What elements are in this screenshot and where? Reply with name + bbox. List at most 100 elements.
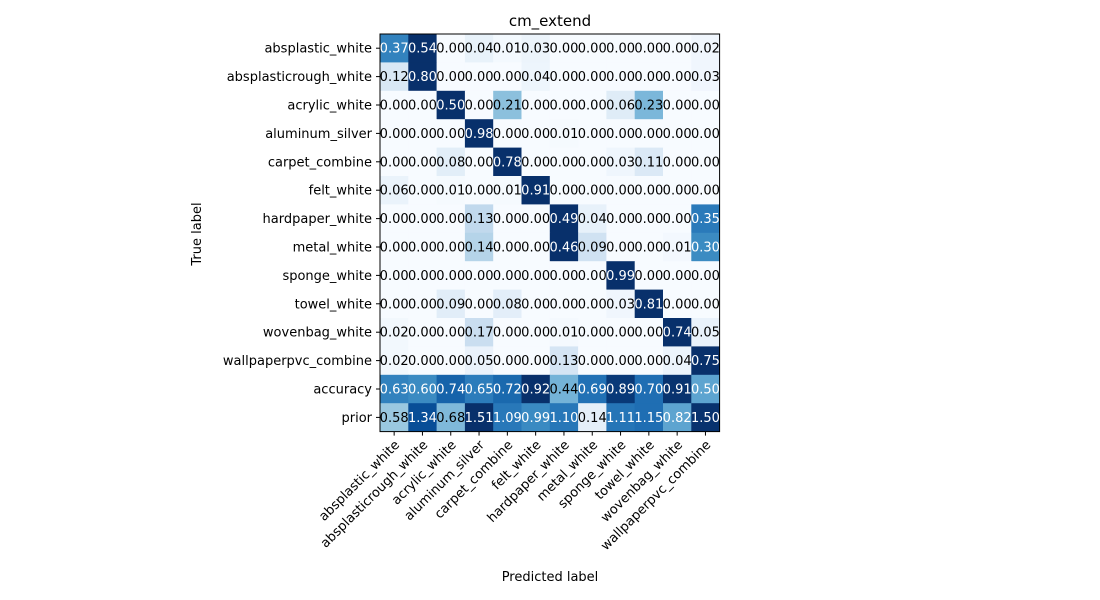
cell-value-label: 0.65 [465, 383, 494, 398]
heatmap-cell [578, 90, 607, 120]
heatmap-cell [549, 62, 579, 92]
heatmap-cell [606, 289, 636, 319]
cell-value-label: 0.00 [663, 99, 692, 114]
cell-value-label: 0.14 [465, 241, 494, 256]
heatmap-cell [380, 346, 409, 376]
cell-value-label: 0.00 [380, 99, 409, 114]
cell-value-label: 0.00 [493, 269, 522, 284]
cell-value-label: 0.00 [606, 42, 635, 57]
cell-value-label: 0.30 [691, 241, 720, 256]
cell-value-label: 0.00 [380, 297, 409, 312]
cell-value-label: 0.04 [465, 42, 494, 57]
heatmap-cell [578, 176, 607, 205]
cell-value-label: 0.00 [578, 297, 607, 312]
cell-value-label: 0.74 [436, 383, 465, 398]
heatmap-cell [634, 403, 664, 432]
heatmap-cell [663, 119, 692, 148]
heatmap-cell [464, 232, 494, 262]
heatmap-cell [436, 403, 466, 432]
heatmap-cell [493, 176, 522, 205]
cell-value-label: 1.11 [606, 411, 635, 426]
heatmap-cell [380, 374, 409, 404]
heatmap-cell [464, 62, 494, 92]
heatmap-cell [464, 147, 494, 177]
heatmap-cell [464, 119, 494, 148]
cell-value-label: 0.75 [691, 354, 720, 369]
cell-value-label: 0.00 [634, 212, 663, 227]
cell-value-label: 0.44 [549, 383, 578, 398]
heatmap-cell [691, 261, 720, 290]
cell-value-label: 0.00 [634, 127, 663, 142]
cell-value-label: 0.00 [634, 42, 663, 57]
heatmap-cell [436, 147, 466, 177]
cell-value-label: 0.00 [493, 70, 522, 85]
cell-value-label: 0.00 [408, 297, 437, 312]
heatmap-cell [634, 90, 664, 120]
heatmap-cell [493, 289, 522, 319]
heatmap-cell [521, 374, 551, 404]
cell-value-label: 0.00 [408, 354, 437, 369]
y-tick-label: hardpaper_white [263, 212, 372, 227]
cell-value-label: 0.00 [436, 241, 465, 256]
heatmap-cell [578, 34, 607, 63]
cell-value-label: 0.37 [380, 42, 409, 57]
heatmap-cell [493, 34, 522, 63]
heatmap-cell [606, 403, 636, 432]
cell-value-label: 0.00 [521, 155, 550, 170]
cell-value-label: 0.60 [408, 383, 437, 398]
heatmap-cell [634, 346, 664, 376]
heatmap-cell [521, 346, 551, 376]
cell-value-label: 0.00 [578, 326, 607, 341]
cell-value-label: 1.34 [408, 411, 437, 426]
cell-value-label: 0.11 [634, 155, 663, 170]
cell-value-label: 0.00 [436, 354, 465, 369]
heatmap-cell [691, 62, 720, 92]
cell-value-label: 0.00 [691, 184, 720, 199]
cell-value-label: 0.01 [549, 326, 578, 341]
cell-value-label: 0.00 [634, 184, 663, 199]
heatmap-cell [521, 318, 551, 347]
cell-value-label: 0.58 [380, 411, 409, 426]
heatmap-cell [380, 318, 409, 347]
heatmap-cell [691, 346, 720, 376]
heatmap-cell [464, 403, 494, 432]
cell-value-label: 0.00 [408, 99, 437, 114]
heatmap-cell [408, 90, 437, 120]
cell-value-label: 0.54 [408, 42, 437, 57]
cell-value-label: 1.51 [465, 411, 494, 426]
heatmap-cell [578, 204, 607, 234]
cell-value-label: 0.01 [493, 42, 522, 57]
cell-value-label: 0.02 [380, 354, 409, 369]
heatmap-cell [380, 90, 409, 120]
cell-value-label: 0.00 [465, 99, 494, 114]
cell-value-label: 0.49 [549, 212, 578, 227]
cell-value-label: 0.63 [380, 383, 409, 398]
heatmap-cell [436, 346, 466, 376]
cell-value-label: 0.99 [521, 411, 550, 426]
cell-value-label: 0.06 [606, 99, 635, 114]
cell-value-label: 0.05 [465, 354, 494, 369]
cell-value-label: 0.00 [380, 127, 409, 142]
heatmap-cell [464, 34, 494, 63]
heatmap-cell [606, 346, 636, 376]
cell-value-label: 0.04 [578, 212, 607, 227]
cell-value-label: 0.03 [606, 297, 635, 312]
cell-value-label: 0.00 [521, 127, 550, 142]
heatmap-cell [436, 62, 466, 92]
cell-value-label: 0.68 [436, 411, 465, 426]
cell-value-label: 0.46 [549, 241, 578, 256]
cell-value-label: 0.03 [606, 155, 635, 170]
cell-value-label: 0.00 [493, 241, 522, 256]
cell-value-label: 0.00 [663, 70, 692, 85]
heatmap-cell [493, 232, 522, 262]
heatmap-cell [578, 147, 607, 177]
heatmap-cell [578, 318, 607, 347]
y-tick-label: felt_white [309, 184, 372, 199]
heatmap-cell [464, 346, 494, 376]
cell-value-label: 0.01 [549, 127, 578, 142]
heatmap-cell [606, 34, 636, 63]
heatmap-cell [464, 374, 494, 404]
cell-value-label: 0.00 [408, 155, 437, 170]
y-tick-label: absplastic_white [264, 42, 372, 57]
cell-value-label: 1.09 [493, 411, 522, 426]
